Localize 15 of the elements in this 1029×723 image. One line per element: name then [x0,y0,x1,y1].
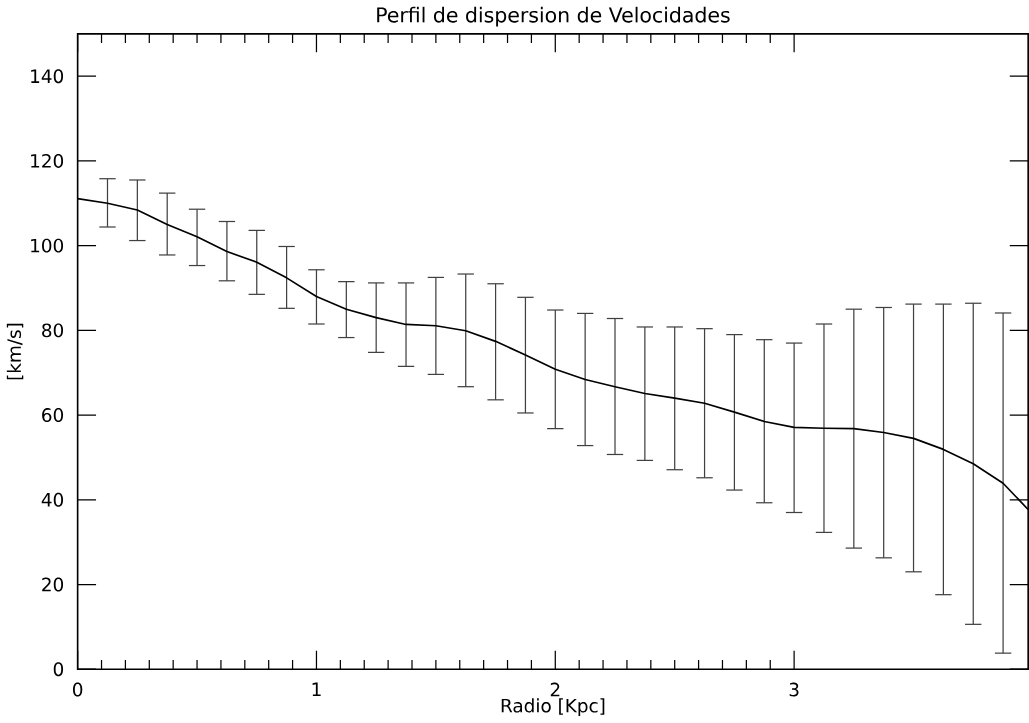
y-tick-label: 120 [31,153,64,168]
y-tick-label: 0 [53,662,64,677]
x-axis-title: Radio [Kpc] [501,698,605,717]
y-tick-label: 20 [42,577,64,592]
y-tick-label: 140 [31,69,64,84]
x-tick-label: 3 [789,682,799,697]
x-tick-label: 0 [73,682,83,697]
chart-title: Perfil de dispersion de Velocidades [377,6,730,27]
y-tick-label: 100 [31,238,64,253]
x-tick-label: 1 [312,682,321,697]
y-axis-title: [km/s] [6,323,24,380]
y-tick-label: 40 [41,492,64,507]
y-tick-label: 60 [42,408,64,423]
y-tick-label: 80 [42,323,64,338]
x-tick-label: 2 [550,682,560,697]
